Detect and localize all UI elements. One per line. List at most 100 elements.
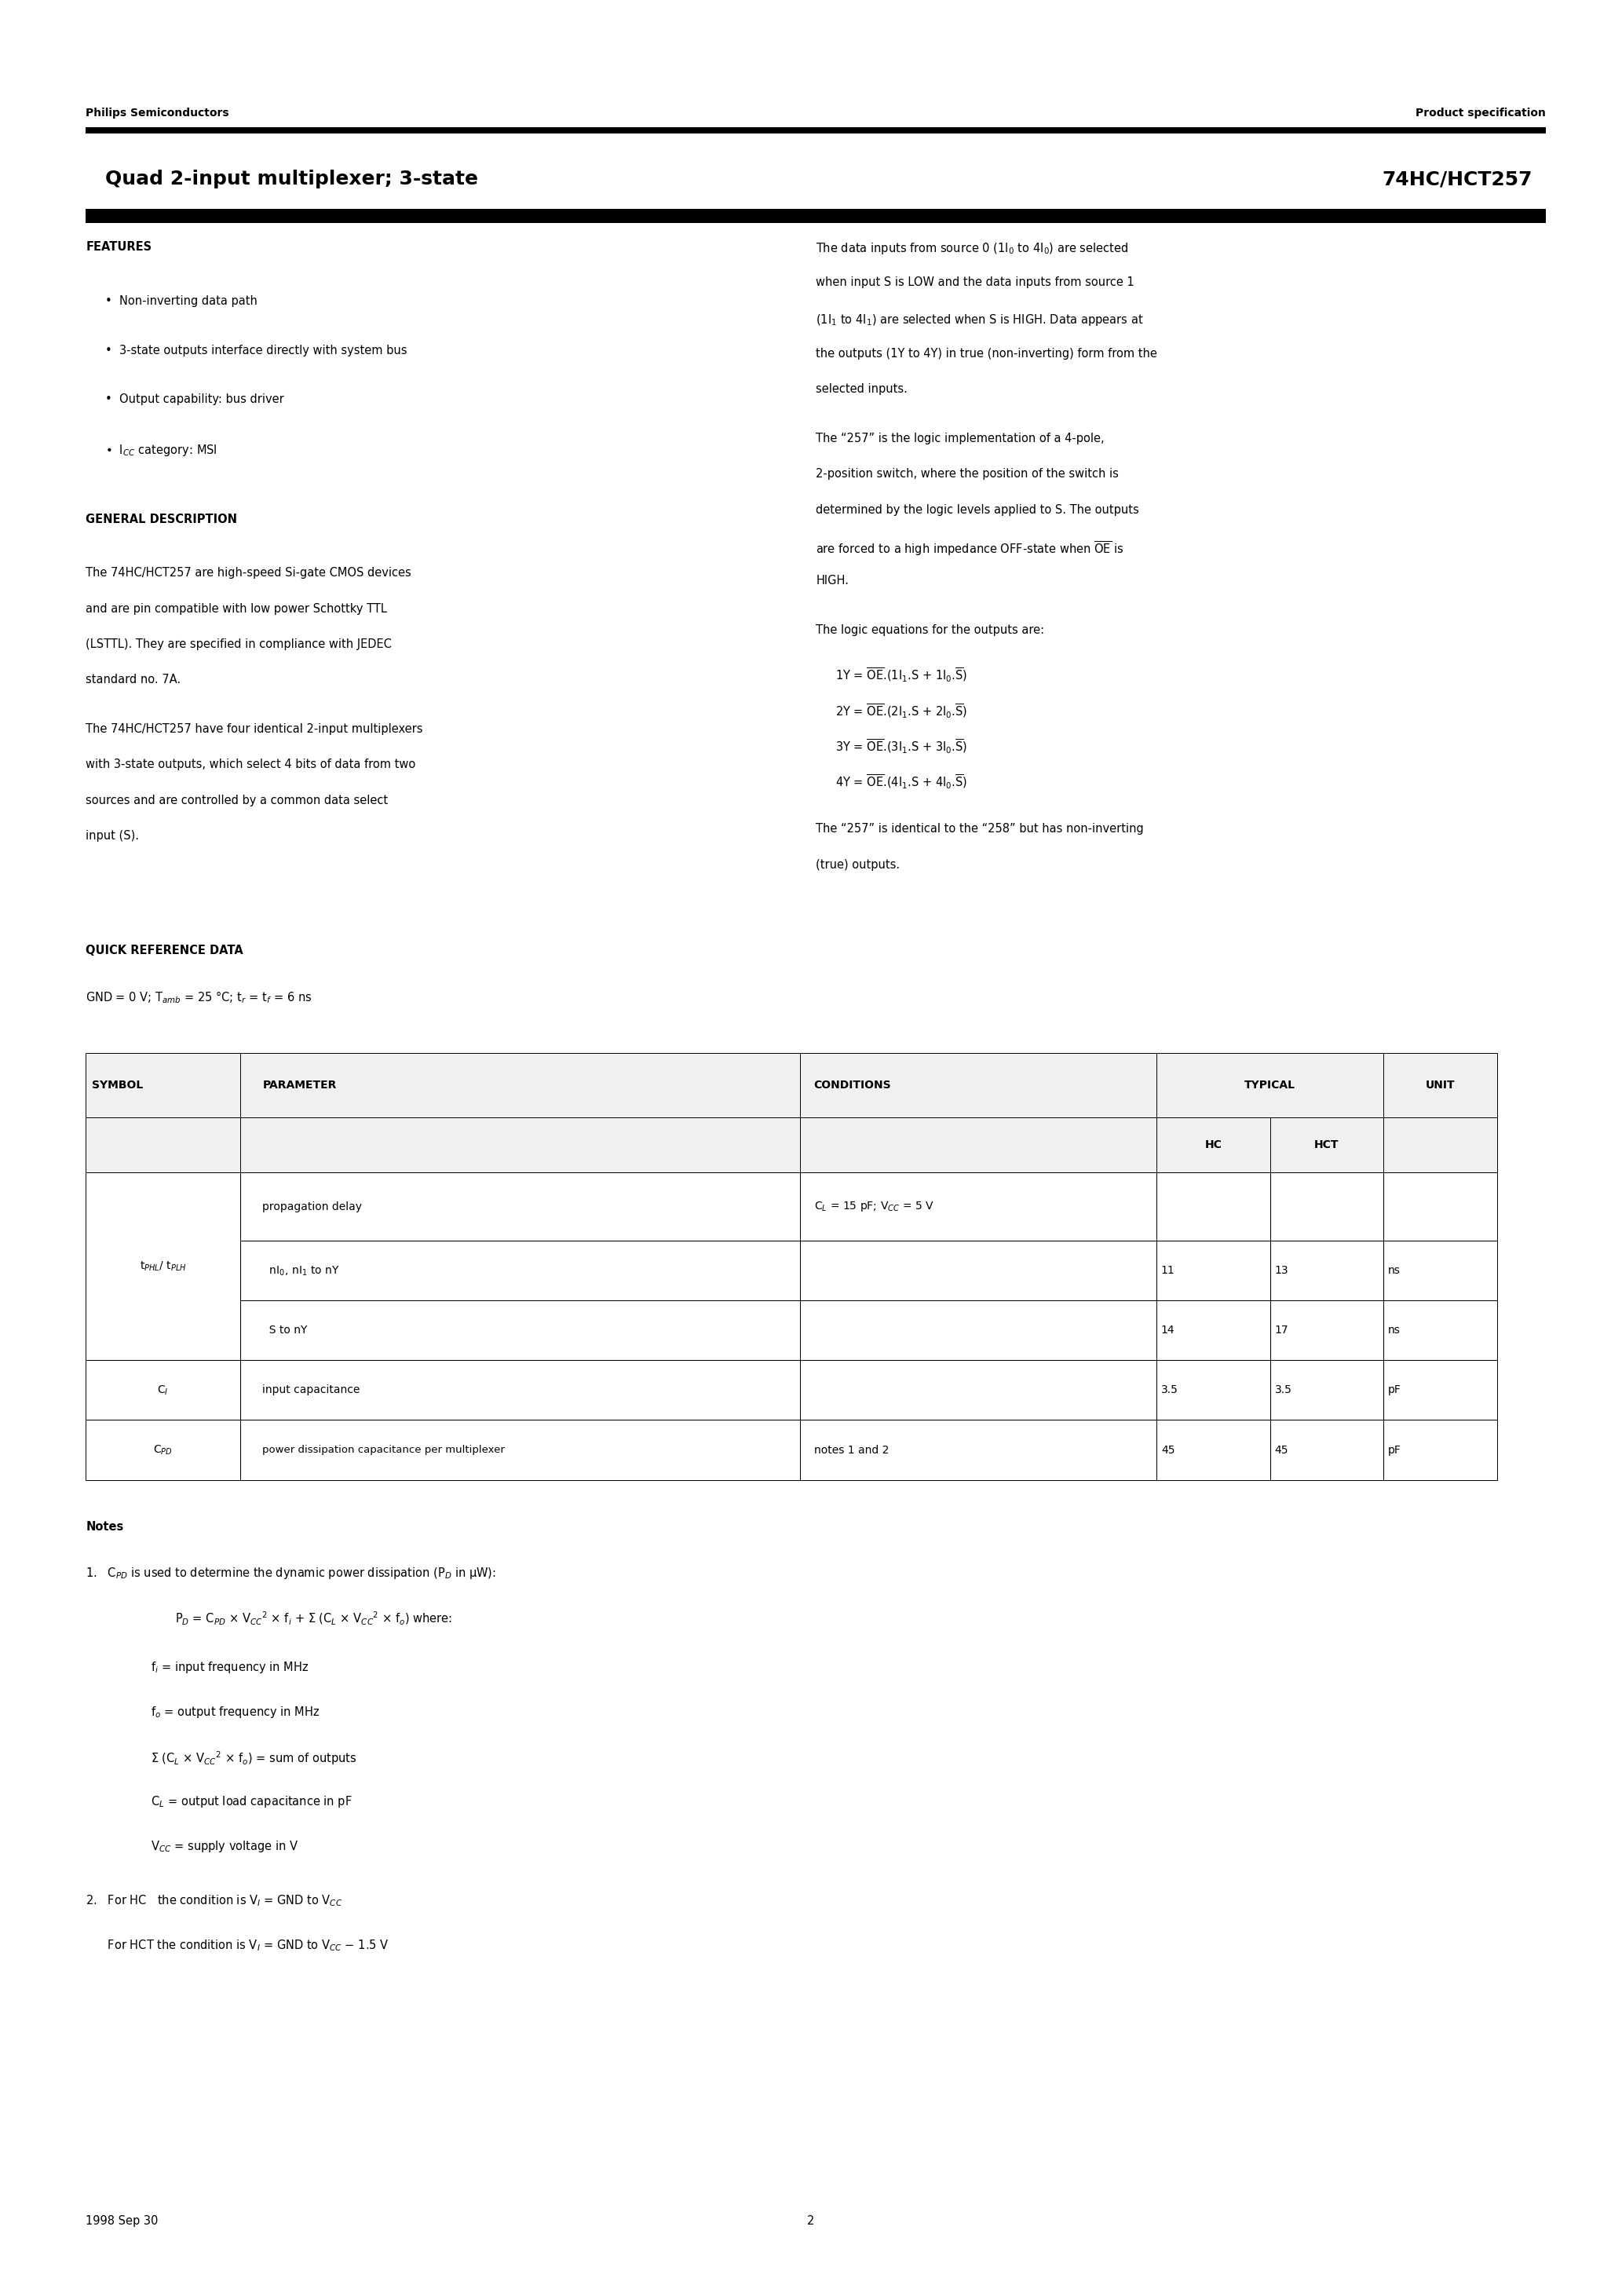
Text: HIGH.: HIGH. <box>816 574 848 588</box>
Text: HC: HC <box>1205 1139 1221 1150</box>
Text: The “257” is identical to the “258” but has non-inverting: The “257” is identical to the “258” but … <box>816 822 1144 836</box>
Text: (1I$_1$ to 4I$_1$) are selected when S is HIGH. Data appears at: (1I$_1$ to 4I$_1$) are selected when S i… <box>816 312 1144 326</box>
Text: power dissipation capacitance per multiplexer: power dissipation capacitance per multip… <box>263 1444 504 1456</box>
Text: Notes: Notes <box>86 1520 123 1534</box>
Text: S to nY: S to nY <box>263 1325 308 1336</box>
Bar <box>1384 1052 1497 1116</box>
Text: 3Y = $\overline{\rm OE}$.(3I$_1$.S + 3I$_0$.$\overline{\rm S}$): 3Y = $\overline{\rm OE}$.(3I$_1$.S + 3I$… <box>835 737 967 755</box>
Text: HCT: HCT <box>1314 1139 1340 1150</box>
Bar <box>1156 1052 1384 1116</box>
Text: 11: 11 <box>1161 1265 1174 1277</box>
Bar <box>1156 1116 1270 1171</box>
Bar <box>1384 1116 1497 1171</box>
Bar <box>1270 1300 1384 1359</box>
Text: 1.   C$_{PD}$ is used to determine the dynamic power dissipation (P$_D$ in μW):: 1. C$_{PD}$ is used to determine the dyn… <box>86 1566 496 1580</box>
Bar <box>86 1171 240 1359</box>
Text: C$_L$ = 15 pF; V$_{CC}$ = 5 V: C$_L$ = 15 pF; V$_{CC}$ = 5 V <box>814 1201 934 1212</box>
Bar <box>1384 1300 1497 1359</box>
Text: input capacitance: input capacitance <box>263 1384 360 1396</box>
Text: The 74HC/HCT257 have four identical 2-input multiplexers: The 74HC/HCT257 have four identical 2-in… <box>86 723 423 735</box>
Text: f$_o$ = output frequency in MHz: f$_o$ = output frequency in MHz <box>151 1704 320 1720</box>
Text: The “257” is the logic implementation of a 4-pole,: The “257” is the logic implementation of… <box>816 432 1105 445</box>
Bar <box>240 1052 800 1116</box>
Bar <box>1384 1052 1497 1116</box>
Text: C$_I$: C$_I$ <box>157 1384 169 1396</box>
Text: The 74HC/HCT257 are high-speed Si-gate CMOS devices: The 74HC/HCT257 are high-speed Si-gate C… <box>86 567 412 579</box>
Bar <box>86 1052 240 1116</box>
Text: 14: 14 <box>1161 1325 1174 1336</box>
Text: 2Y = $\overline{\rm OE}$.(2I$_1$.S + 2I$_0$.$\overline{\rm S}$): 2Y = $\overline{\rm OE}$.(2I$_1$.S + 2I$… <box>835 703 967 721</box>
Bar <box>1270 1116 1384 1171</box>
Text: V$_{CC}$ = supply voltage in V: V$_{CC}$ = supply voltage in V <box>151 1839 298 1853</box>
Text: PARAMETER: PARAMETER <box>263 1079 336 1091</box>
Text: selected inputs.: selected inputs. <box>816 383 908 395</box>
Text: •  I$_{CC}$ category: MSI: • I$_{CC}$ category: MSI <box>105 443 217 457</box>
Text: For HCT the condition is V$_I$ = GND to V$_{CC}$ − 1.5 V: For HCT the condition is V$_I$ = GND to … <box>86 1938 389 1952</box>
Text: standard no. 7A.: standard no. 7A. <box>86 673 182 687</box>
Text: the outputs (1Y to 4Y) in true (non-inverting) form from the: the outputs (1Y to 4Y) in true (non-inve… <box>816 347 1156 360</box>
Text: GENERAL DESCRIPTION: GENERAL DESCRIPTION <box>86 512 237 526</box>
Text: determined by the logic levels applied to S. The outputs: determined by the logic levels applied t… <box>816 503 1139 517</box>
Bar <box>86 129 1546 133</box>
Bar <box>240 1240 800 1300</box>
Bar <box>800 1052 1156 1116</box>
Bar <box>1384 1240 1497 1300</box>
Bar <box>1156 1240 1270 1300</box>
Text: and are pin compatible with low power Schottky TTL: and are pin compatible with low power Sc… <box>86 602 388 615</box>
Text: 17: 17 <box>1275 1325 1288 1336</box>
Text: 74HC/HCT257: 74HC/HCT257 <box>1382 170 1533 188</box>
Text: •  3-state outputs interface directly with system bus: • 3-state outputs interface directly wit… <box>105 344 407 356</box>
Text: ns: ns <box>1388 1325 1400 1336</box>
Text: C$_L$ = output load capacitance in pF: C$_L$ = output load capacitance in pF <box>151 1793 352 1809</box>
Text: •  Non-inverting data path: • Non-inverting data path <box>105 294 258 308</box>
Text: C$_{PD}$: C$_{PD}$ <box>154 1444 172 1456</box>
Text: t$_{PHL}$/ t$_{PLH}$: t$_{PHL}$/ t$_{PLH}$ <box>139 1261 187 1272</box>
Text: SYMBOL: SYMBOL <box>92 1079 143 1091</box>
Bar <box>1270 1359 1384 1419</box>
Bar <box>240 1116 800 1171</box>
Text: 2.   For HC   the condition is V$_I$ = GND to V$_{CC}$: 2. For HC the condition is V$_I$ = GND t… <box>86 1892 342 1908</box>
Text: Quad 2-input multiplexer; 3-state: Quad 2-input multiplexer; 3-state <box>105 170 478 188</box>
Text: 3.5: 3.5 <box>1161 1384 1178 1396</box>
Bar <box>240 1116 800 1171</box>
Bar <box>1270 1240 1384 1300</box>
Bar <box>86 1052 240 1116</box>
Text: 2: 2 <box>808 2216 814 2227</box>
Bar <box>1156 1419 1270 1479</box>
Bar <box>1156 1052 1384 1116</box>
Bar <box>240 1300 800 1359</box>
Text: CONDITIONS: CONDITIONS <box>814 1079 892 1091</box>
Text: 3.5: 3.5 <box>1275 1384 1291 1396</box>
Text: 4Y = $\overline{\rm OE}$.(4I$_1$.S + 4I$_0$.$\overline{\rm S}$): 4Y = $\overline{\rm OE}$.(4I$_1$.S + 4I$… <box>835 774 967 792</box>
Text: UNIT: UNIT <box>1426 1079 1455 1091</box>
Text: notes 1 and 2: notes 1 and 2 <box>814 1444 889 1456</box>
Text: input (S).: input (S). <box>86 829 139 843</box>
Text: 13: 13 <box>1275 1265 1288 1277</box>
Text: GND = 0 V; T$_{amb}$ = 25 °C; t$_r$ = t$_f$ = 6 ns: GND = 0 V; T$_{amb}$ = 25 °C; t$_r$ = t$… <box>86 990 313 1006</box>
Bar <box>1156 1116 1270 1171</box>
Bar <box>86 1171 240 1359</box>
Text: Σ (C$_L$ × V$_{CC}$$^2$ × f$_o$) = sum of outputs: Σ (C$_L$ × V$_{CC}$$^2$ × f$_o$) = sum o… <box>151 1750 357 1766</box>
Bar <box>86 1116 240 1171</box>
Bar <box>800 1171 1156 1240</box>
Bar <box>1384 1419 1497 1479</box>
Bar <box>240 1359 800 1419</box>
Bar <box>86 1419 240 1479</box>
Text: nI$_0$, nI$_1$ to nY: nI$_0$, nI$_1$ to nY <box>263 1265 341 1277</box>
Text: QUICK REFERENCE DATA: QUICK REFERENCE DATA <box>86 944 243 957</box>
Text: TYPICAL: TYPICAL <box>1244 1079 1296 1091</box>
Text: f$_i$ = input frequency in MHz: f$_i$ = input frequency in MHz <box>151 1660 308 1674</box>
Bar <box>1384 1171 1497 1240</box>
Bar <box>1270 1116 1384 1171</box>
Text: Philips Semiconductors: Philips Semiconductors <box>86 108 229 119</box>
Bar <box>800 1240 1156 1300</box>
Bar <box>1270 1419 1384 1479</box>
Bar <box>240 1052 800 1116</box>
Text: FEATURES: FEATURES <box>86 241 152 253</box>
Bar <box>240 1419 800 1479</box>
Bar <box>86 209 1546 223</box>
Bar <box>240 1171 800 1240</box>
Text: (true) outputs.: (true) outputs. <box>816 859 900 870</box>
Text: P$_D$ = C$_{PD}$ × V$_{CC}$$^2$ × f$_i$ + Σ (C$_L$ × V$_{CC}$$^2$ × f$_o$) where: P$_D$ = C$_{PD}$ × V$_{CC}$$^2$ × f$_i$ … <box>175 1609 453 1628</box>
Bar <box>800 1300 1156 1359</box>
